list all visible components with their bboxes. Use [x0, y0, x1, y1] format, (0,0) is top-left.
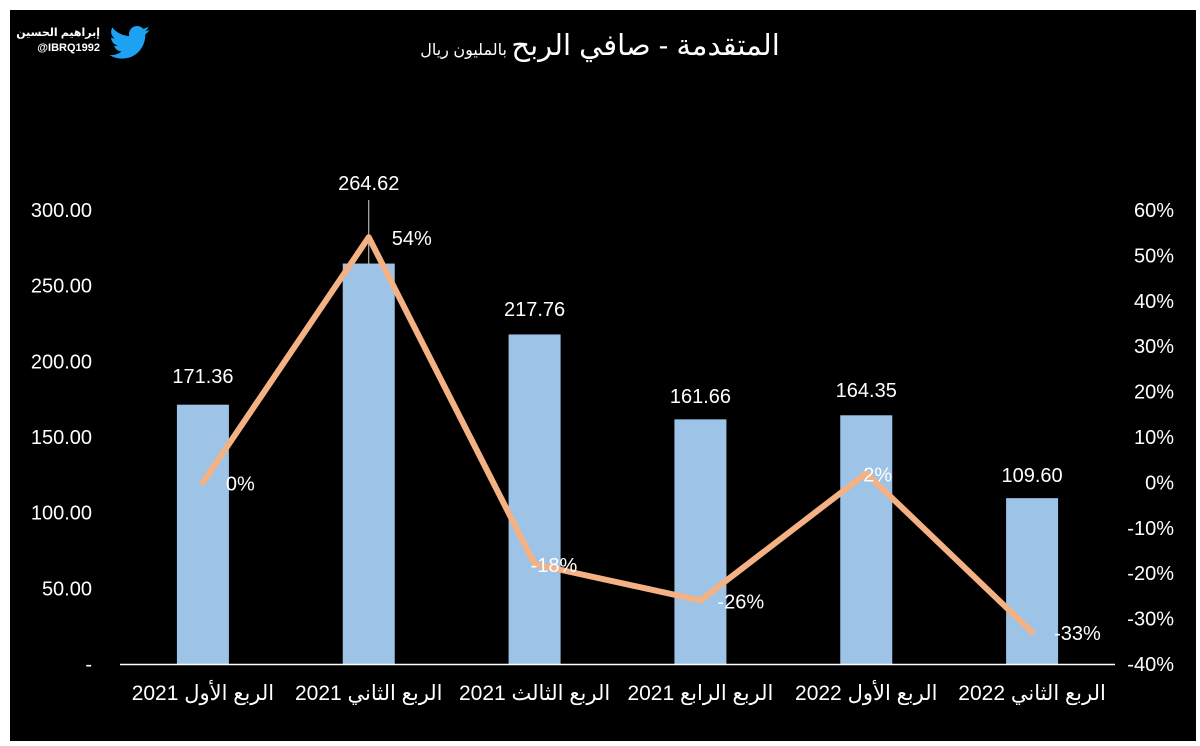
brand-name: إبراهيم الحسين [16, 27, 100, 39]
line-value-label: 54% [392, 228, 432, 250]
y-right-tick-label: 60% [1134, 200, 1174, 222]
category-label: الربع الأول 2021 [132, 679, 274, 706]
category-label: الربع الثالث 2021 [459, 682, 610, 706]
line-value-label: 2% [863, 464, 892, 486]
bar-4 [674, 419, 727, 664]
y-right-tick-label: 0% [1145, 472, 1174, 494]
y-right-tick-label: -10% [1127, 518, 1174, 540]
y-right-tick-label: -30% [1127, 609, 1174, 631]
line-value-label: -33% [1054, 623, 1101, 645]
y-left-tick-label: 50.00 [42, 578, 92, 600]
tick-labels: الربع الأول 2021 الربع الثاني 2021 الربع ا… [31, 200, 1174, 706]
twitter-bird-icon [109, 26, 150, 59]
bar-value-label: 109.60 [1001, 465, 1062, 487]
category-label: الربع الأول 2022 [795, 679, 937, 706]
chart-title: المتقدمة - صافي الربح [511, 30, 780, 62]
category-label: الربع الرابع 2021 [627, 682, 773, 706]
chart-subtitle: بالمليون ريال [420, 42, 507, 59]
line-value-label: 0% [226, 473, 255, 495]
y-right-tick-label: 30% [1134, 336, 1174, 358]
y-left-tick-label: 300.00 [31, 200, 92, 222]
brand-handle: @IBRQ1992 [37, 42, 100, 54]
line-value-label: -18% [531, 555, 578, 577]
y-right-tick-label: 50% [1134, 245, 1174, 267]
category-label: الربع الثاني 2022 [958, 682, 1106, 706]
bar-value-label: 171.36 [172, 366, 233, 388]
y-right-tick-label: -20% [1127, 563, 1174, 585]
bar-value-label: 217.76 [504, 299, 565, 321]
y-left-tick-label: 250.00 [31, 276, 92, 298]
category-label: الربع الثاني 2021 [295, 682, 443, 706]
bar-2 [342, 263, 395, 664]
y-right-tick-label: -40% [1127, 654, 1174, 676]
bar-3 [508, 334, 561, 664]
x-axis [120, 200, 1115, 666]
data-labels: 171.36 264.62 217.76 161.66 164.35 109.60 0% 54… [172, 173, 1101, 645]
brand-watermark: إبراهيم الحسين @IBRQ1992 [16, 24, 162, 64]
bar-value-label: 161.66 [670, 386, 731, 408]
line-value-label: -26% [717, 591, 764, 613]
bar-5 [840, 415, 893, 664]
chart-title-block: المتقدمة - صافي الربح بالمليون ريال [0, 28, 1200, 63]
growth-line [199, 234, 1036, 636]
bar-series [176, 263, 1059, 664]
y-left-tick-label: 150.00 [31, 427, 92, 449]
bar-1 [176, 404, 229, 664]
y-left-tick-label: 100.00 [31, 503, 92, 525]
y-left-tick-label: 200.00 [31, 351, 92, 373]
bar-value-label: 164.35 [836, 380, 897, 402]
line-series [199, 234, 1036, 636]
bar-value-label: 264.62 [338, 173, 399, 195]
y-right-tick-label: 10% [1134, 427, 1174, 449]
bar-6 [1006, 498, 1059, 664]
y-left-tick-label: - [85, 654, 92, 676]
y-right-tick-label: 40% [1134, 291, 1174, 313]
y-right-tick-label: 20% [1134, 382, 1174, 404]
